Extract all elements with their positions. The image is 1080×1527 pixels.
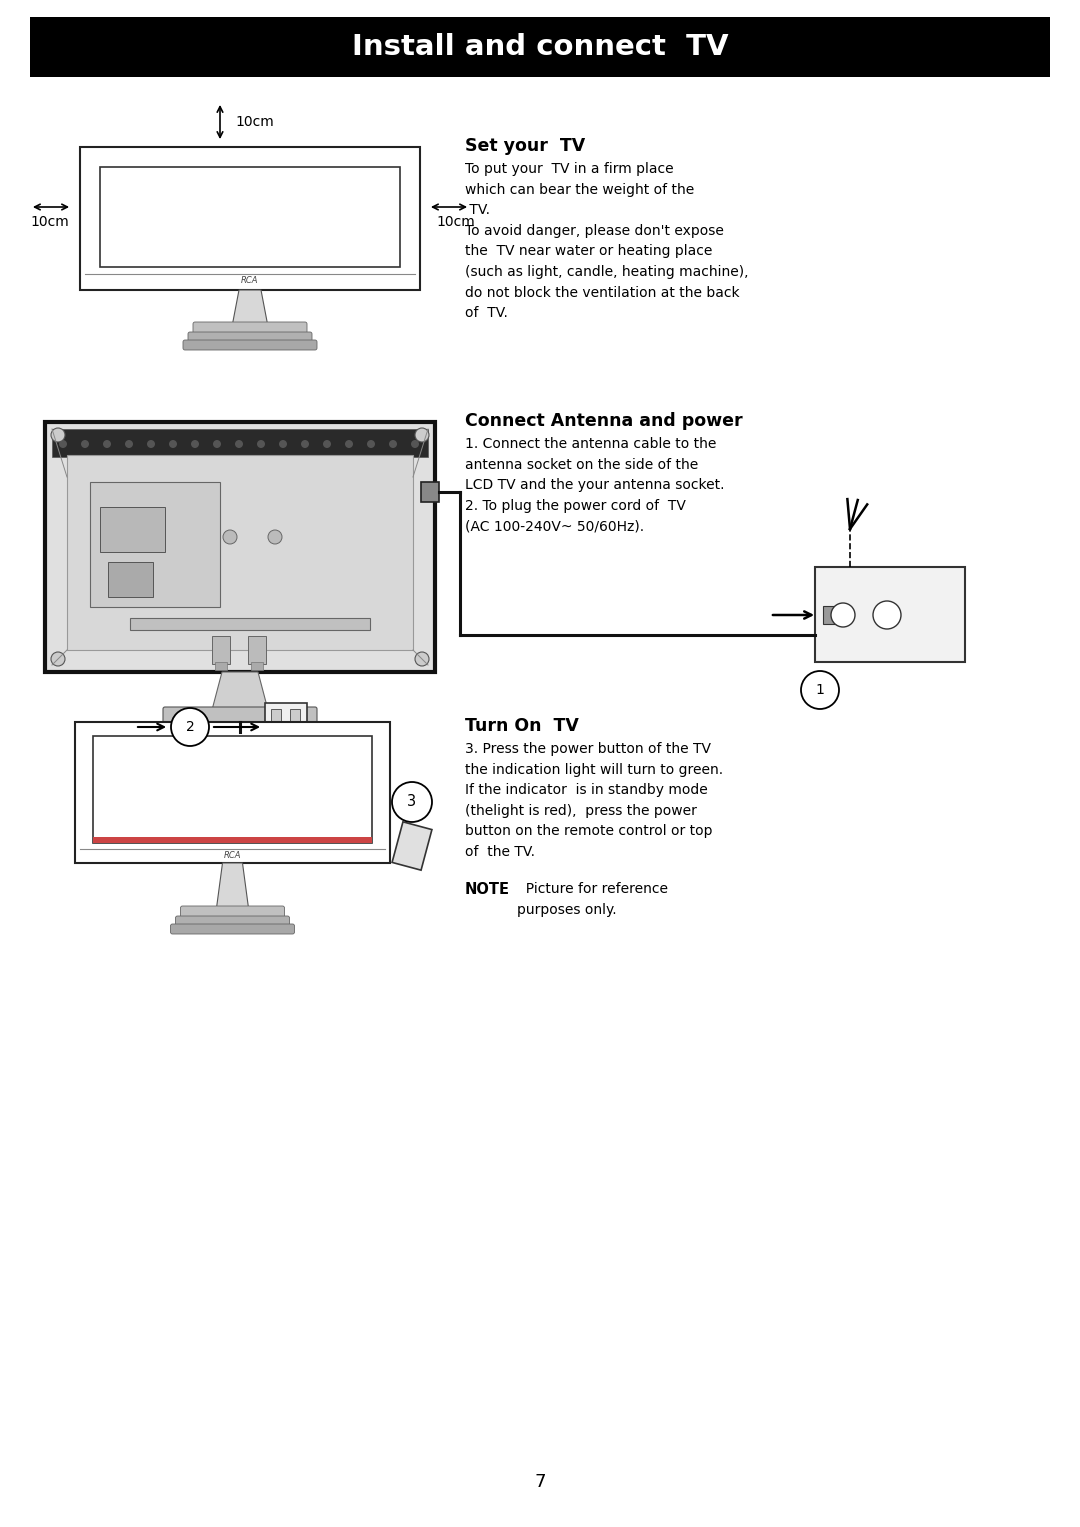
Text: 1. Connect the antenna cable to the
antenna socket on the side of the
LCD TV and: 1. Connect the antenna cable to the ante… — [465, 437, 725, 533]
Circle shape — [59, 440, 67, 447]
Bar — [108, 562, 153, 597]
Circle shape — [81, 440, 89, 447]
Text: RCA: RCA — [224, 852, 241, 861]
Text: 3. Press the power button of the TV
the indication light will turn to green.
If : 3. Press the power button of the TV the … — [465, 742, 724, 860]
Bar — [212, 637, 230, 664]
Text: NOTE: NOTE — [465, 883, 510, 896]
Bar — [271, 709, 281, 725]
Polygon shape — [392, 822, 432, 870]
Bar — [52, 429, 428, 457]
Circle shape — [392, 782, 432, 822]
Bar — [90, 483, 220, 608]
Bar — [251, 663, 264, 670]
Bar — [421, 483, 438, 502]
Circle shape — [191, 440, 199, 447]
Text: 10cm: 10cm — [235, 115, 273, 128]
FancyBboxPatch shape — [188, 331, 312, 344]
Circle shape — [279, 440, 287, 447]
Bar — [130, 618, 370, 631]
Circle shape — [801, 670, 839, 709]
Circle shape — [301, 440, 309, 447]
FancyBboxPatch shape — [163, 707, 318, 724]
Circle shape — [51, 652, 65, 666]
Polygon shape — [212, 672, 268, 710]
Bar — [228, 731, 252, 757]
Circle shape — [268, 530, 282, 544]
Text: Set your  TV: Set your TV — [465, 137, 585, 156]
Text: 1: 1 — [815, 683, 824, 696]
Bar — [815, 567, 966, 663]
Circle shape — [147, 440, 156, 447]
Circle shape — [389, 440, 397, 447]
Circle shape — [103, 440, 111, 447]
FancyBboxPatch shape — [180, 906, 284, 919]
Text: 10cm: 10cm — [436, 215, 475, 229]
Circle shape — [415, 428, 429, 441]
Bar — [100, 507, 165, 551]
Bar — [45, 421, 435, 672]
Bar — [248, 637, 266, 664]
Text: 10cm: 10cm — [30, 215, 69, 229]
Bar — [67, 455, 413, 651]
Circle shape — [411, 440, 419, 447]
Circle shape — [831, 603, 855, 628]
Bar — [30, 17, 1050, 76]
Text: RCA: RCA — [241, 276, 259, 286]
Circle shape — [168, 440, 177, 447]
FancyBboxPatch shape — [183, 341, 318, 350]
Text: 3: 3 — [407, 794, 417, 809]
Bar — [100, 166, 400, 267]
Text: Turn On  TV: Turn On TV — [465, 718, 579, 734]
Text: To put your  TV in a firm place
which can bear the weight of the
 TV.
To avoid d: To put your TV in a firm place which can… — [465, 162, 748, 321]
FancyBboxPatch shape — [75, 722, 390, 863]
Circle shape — [235, 440, 243, 447]
Bar — [93, 736, 372, 843]
Bar — [93, 837, 372, 843]
Polygon shape — [232, 290, 268, 324]
Circle shape — [257, 440, 265, 447]
Text: 2: 2 — [186, 721, 194, 734]
FancyBboxPatch shape — [193, 322, 307, 336]
Circle shape — [415, 652, 429, 666]
Circle shape — [51, 428, 65, 441]
Bar — [291, 731, 300, 747]
Circle shape — [213, 440, 221, 447]
Text: Install and connect  TV: Install and connect TV — [352, 34, 728, 61]
Bar — [265, 702, 307, 754]
Text: 7: 7 — [535, 1474, 545, 1490]
Circle shape — [125, 440, 133, 447]
FancyBboxPatch shape — [171, 924, 295, 935]
Bar — [823, 606, 837, 625]
Circle shape — [367, 440, 375, 447]
FancyBboxPatch shape — [80, 147, 420, 290]
Text: Connect Antenna and power: Connect Antenna and power — [465, 412, 743, 431]
Circle shape — [345, 440, 353, 447]
Circle shape — [222, 530, 237, 544]
Bar — [271, 731, 281, 747]
Bar — [291, 709, 300, 725]
Circle shape — [323, 440, 330, 447]
Polygon shape — [216, 863, 248, 909]
Bar — [215, 663, 227, 670]
Text: Picture for reference
purposes only.: Picture for reference purposes only. — [517, 883, 669, 916]
Circle shape — [171, 709, 210, 747]
FancyBboxPatch shape — [175, 916, 289, 928]
Circle shape — [873, 602, 901, 629]
